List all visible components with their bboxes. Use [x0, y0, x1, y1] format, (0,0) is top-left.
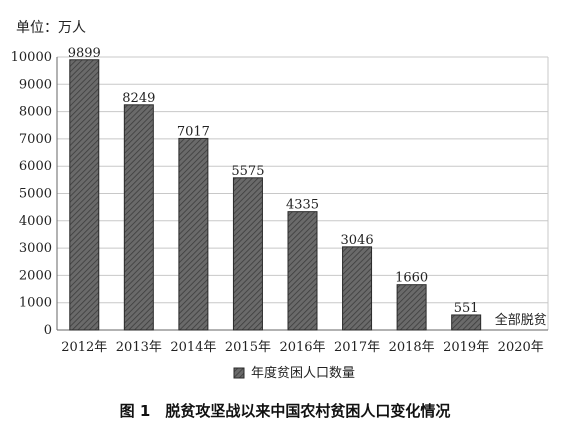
x-tick-label: 2015年: [225, 340, 271, 355]
data-label: 1660: [395, 271, 428, 286]
annotation-label: 全部脱贫: [495, 312, 547, 328]
legend-label: 年度贫困人口数量: [251, 365, 355, 381]
y-tick-label: 6000: [19, 159, 52, 174]
bar: [178, 137, 209, 331]
figure-caption: 图 1 脱贫攻坚战以来中国农村贫困人口变化情况: [119, 402, 451, 420]
x-tick-label: 2016年: [279, 340, 325, 355]
bar: [396, 284, 427, 331]
bar: [287, 211, 318, 331]
bar: [342, 246, 373, 331]
y-tick-label: 8000: [19, 105, 52, 120]
y-tick-label: 1000: [19, 296, 52, 311]
data-label: 3046: [341, 233, 374, 248]
data-label: 4335: [286, 198, 319, 213]
y-tick-label: 2000: [19, 268, 52, 283]
data-label: 551: [454, 301, 479, 316]
data-label: 8249: [122, 91, 155, 106]
x-tick-label: 2017年: [334, 340, 380, 355]
bar: [69, 59, 100, 331]
bar: [123, 104, 154, 331]
data-label: 9899: [68, 46, 101, 61]
bar: [451, 314, 482, 331]
y-tick-label: 3000: [19, 241, 52, 256]
y-tick-label: 10000: [11, 50, 52, 65]
y-axis-unit-label: 单位：万人: [16, 20, 86, 36]
x-tick-label: 2020年: [498, 340, 544, 355]
legend-swatch: [233, 367, 245, 379]
bar: [232, 177, 263, 331]
x-tick-label: 2019年: [443, 340, 489, 355]
y-tick-label: 5000: [19, 187, 52, 202]
x-tick-label: 2012年: [61, 340, 107, 355]
x-tick-label: 2014年: [170, 340, 216, 355]
x-tick-label: 2018年: [389, 340, 435, 355]
x-tick-label: 2013年: [116, 340, 162, 355]
y-tick-label: 7000: [19, 132, 52, 147]
data-label: 7017: [177, 124, 210, 139]
y-tick-label: 0: [44, 323, 52, 338]
y-tick-label: 4000: [19, 214, 52, 229]
data-label: 5575: [231, 164, 264, 179]
y-tick-label: 9000: [19, 77, 52, 92]
